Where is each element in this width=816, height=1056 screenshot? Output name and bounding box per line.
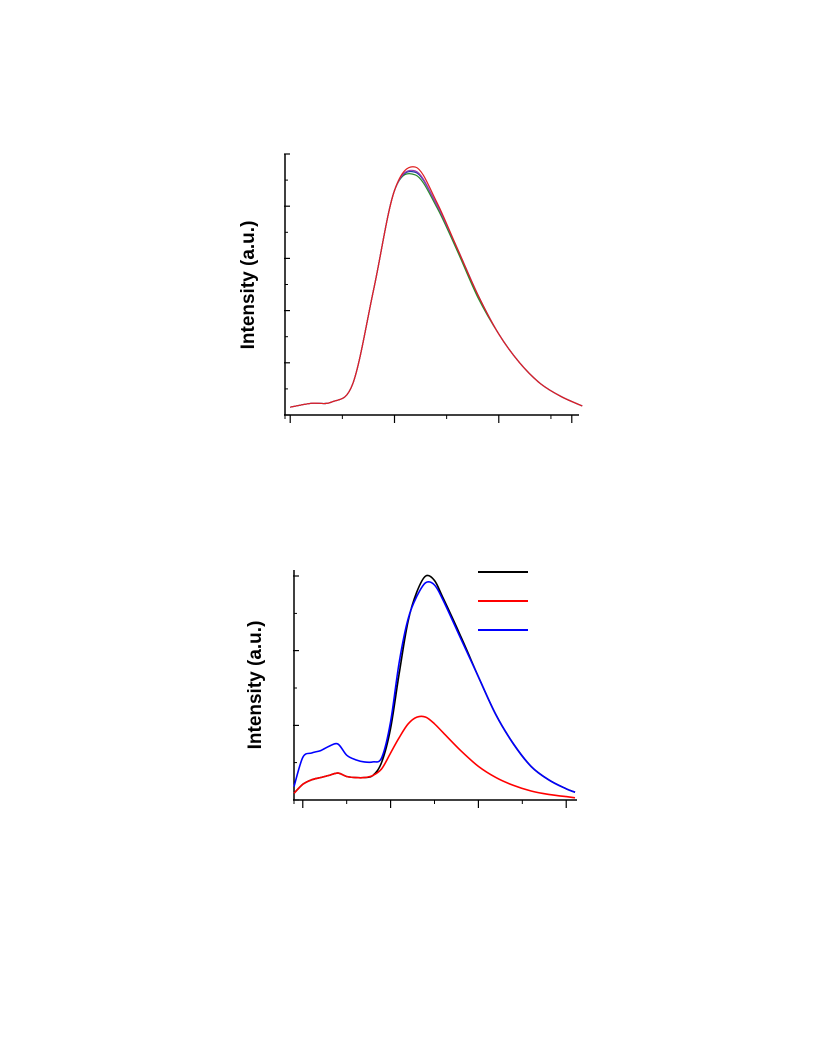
chart-bottom-series-line-2	[293, 581, 576, 793]
chart-bottom-legend	[478, 571, 528, 631]
chart-bottom-ylabel: Intensity (a.u.)	[245, 621, 266, 750]
chart-top-series-line-3	[290, 166, 583, 408]
chart-top-ticks	[284, 153, 573, 423]
chart-bottom-plot-area	[293, 574, 576, 799]
chart-bottom-ticks	[293, 575, 567, 808]
chart-bottom-series-line-0	[293, 574, 576, 794]
chart-bottom: Intensity (a.u.)	[245, 570, 577, 808]
chart-top-series-line-0	[290, 172, 583, 408]
chart-bottom-series-line-1	[293, 715, 576, 799]
chart-top: Intensity (a.u.)	[238, 153, 583, 423]
chart-top-ylabel: Intensity (a.u.)	[238, 221, 259, 350]
chart-top-plot-area	[290, 166, 583, 408]
